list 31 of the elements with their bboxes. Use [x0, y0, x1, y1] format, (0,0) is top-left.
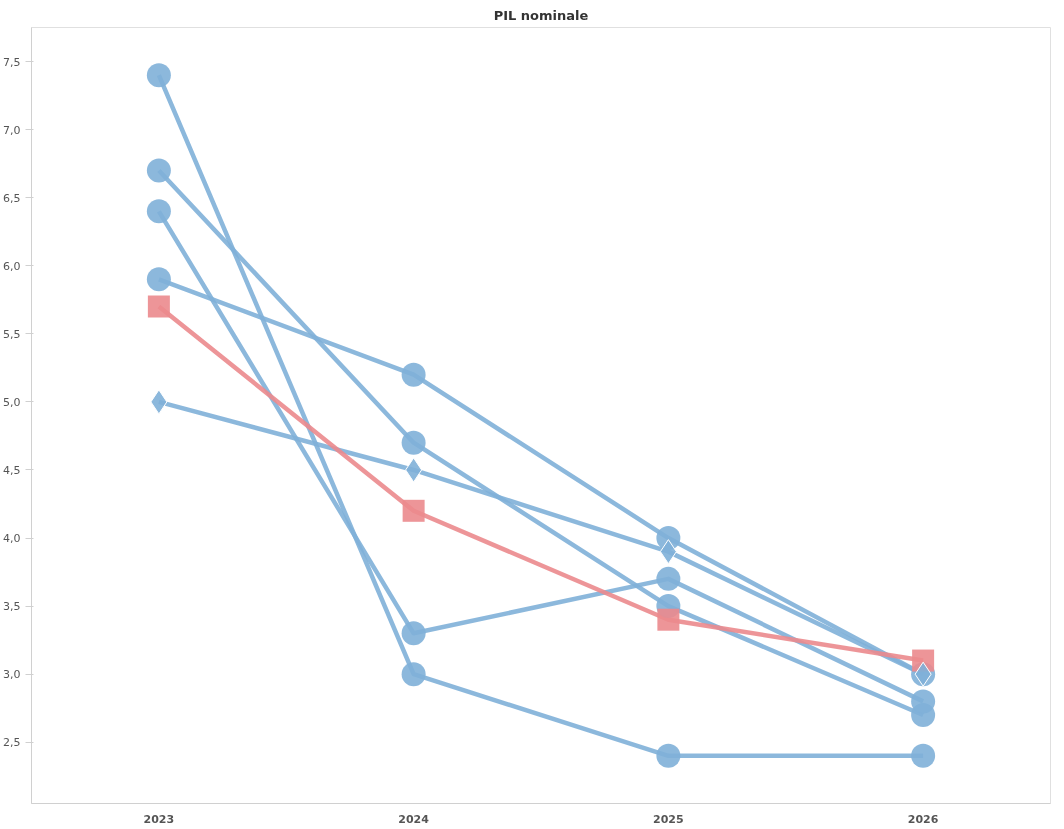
y-tick-label: 5,0 — [3, 395, 21, 409]
point — [146, 158, 171, 183]
point — [146, 199, 171, 224]
y-tick-label: 6,5 — [3, 191, 21, 205]
y-tick-label: 6,0 — [3, 259, 21, 273]
point — [146, 63, 171, 88]
point — [401, 621, 426, 646]
point — [656, 566, 681, 591]
x-tick-label: 2023 — [143, 812, 175, 826]
point — [402, 499, 425, 522]
x-tick-label: 2026 — [907, 812, 939, 826]
y-tick-label: 4,5 — [3, 463, 21, 477]
chart-title: PIL nominale — [493, 7, 589, 23]
y-tick-label: 4,0 — [3, 532, 21, 546]
y-tick-label: 7,0 — [3, 123, 21, 137]
y-tick-label: 7,5 — [3, 55, 21, 69]
y-tick-label: 5,5 — [3, 327, 21, 341]
point — [656, 743, 681, 768]
point — [146, 267, 171, 292]
x-tick-label: 2025 — [653, 812, 684, 826]
point — [911, 689, 936, 714]
point — [401, 362, 426, 387]
point — [657, 608, 680, 631]
point — [147, 295, 170, 318]
y-tick-label: 3,5 — [3, 600, 21, 614]
y-tick-label: 3,0 — [3, 668, 21, 682]
y-tick-label: 2,5 — [3, 736, 21, 750]
point — [401, 662, 426, 687]
point — [911, 743, 936, 768]
x-tick-label: 2024 — [398, 812, 430, 826]
point — [401, 430, 426, 455]
